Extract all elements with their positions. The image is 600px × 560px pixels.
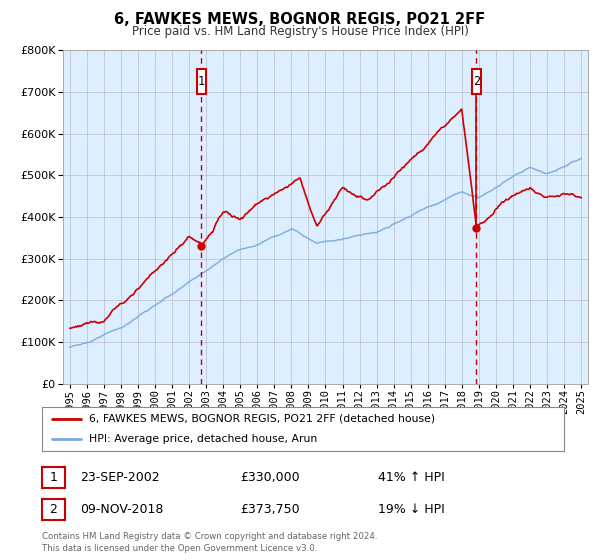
Text: £330,000: £330,000 <box>240 471 299 484</box>
FancyBboxPatch shape <box>197 69 206 94</box>
Text: 2: 2 <box>473 75 480 88</box>
Text: 2: 2 <box>49 503 58 516</box>
FancyBboxPatch shape <box>472 69 481 94</box>
Text: HPI: Average price, detached house, Arun: HPI: Average price, detached house, Arun <box>89 434 317 444</box>
Text: 1: 1 <box>198 75 205 88</box>
Text: 6, FAWKES MEWS, BOGNOR REGIS, PO21 2FF: 6, FAWKES MEWS, BOGNOR REGIS, PO21 2FF <box>115 12 485 27</box>
Text: 41% ↑ HPI: 41% ↑ HPI <box>378 471 445 484</box>
Text: 6, FAWKES MEWS, BOGNOR REGIS, PO21 2FF (detached house): 6, FAWKES MEWS, BOGNOR REGIS, PO21 2FF (… <box>89 414 435 424</box>
Text: 1: 1 <box>49 471 58 484</box>
Text: 09-NOV-2018: 09-NOV-2018 <box>80 503 163 516</box>
Text: 23-SEP-2002: 23-SEP-2002 <box>80 471 160 484</box>
Text: Contains HM Land Registry data © Crown copyright and database right 2024.
This d: Contains HM Land Registry data © Crown c… <box>42 533 377 553</box>
Text: £373,750: £373,750 <box>240 503 299 516</box>
Text: 19% ↓ HPI: 19% ↓ HPI <box>378 503 445 516</box>
Text: Price paid vs. HM Land Registry's House Price Index (HPI): Price paid vs. HM Land Registry's House … <box>131 25 469 38</box>
